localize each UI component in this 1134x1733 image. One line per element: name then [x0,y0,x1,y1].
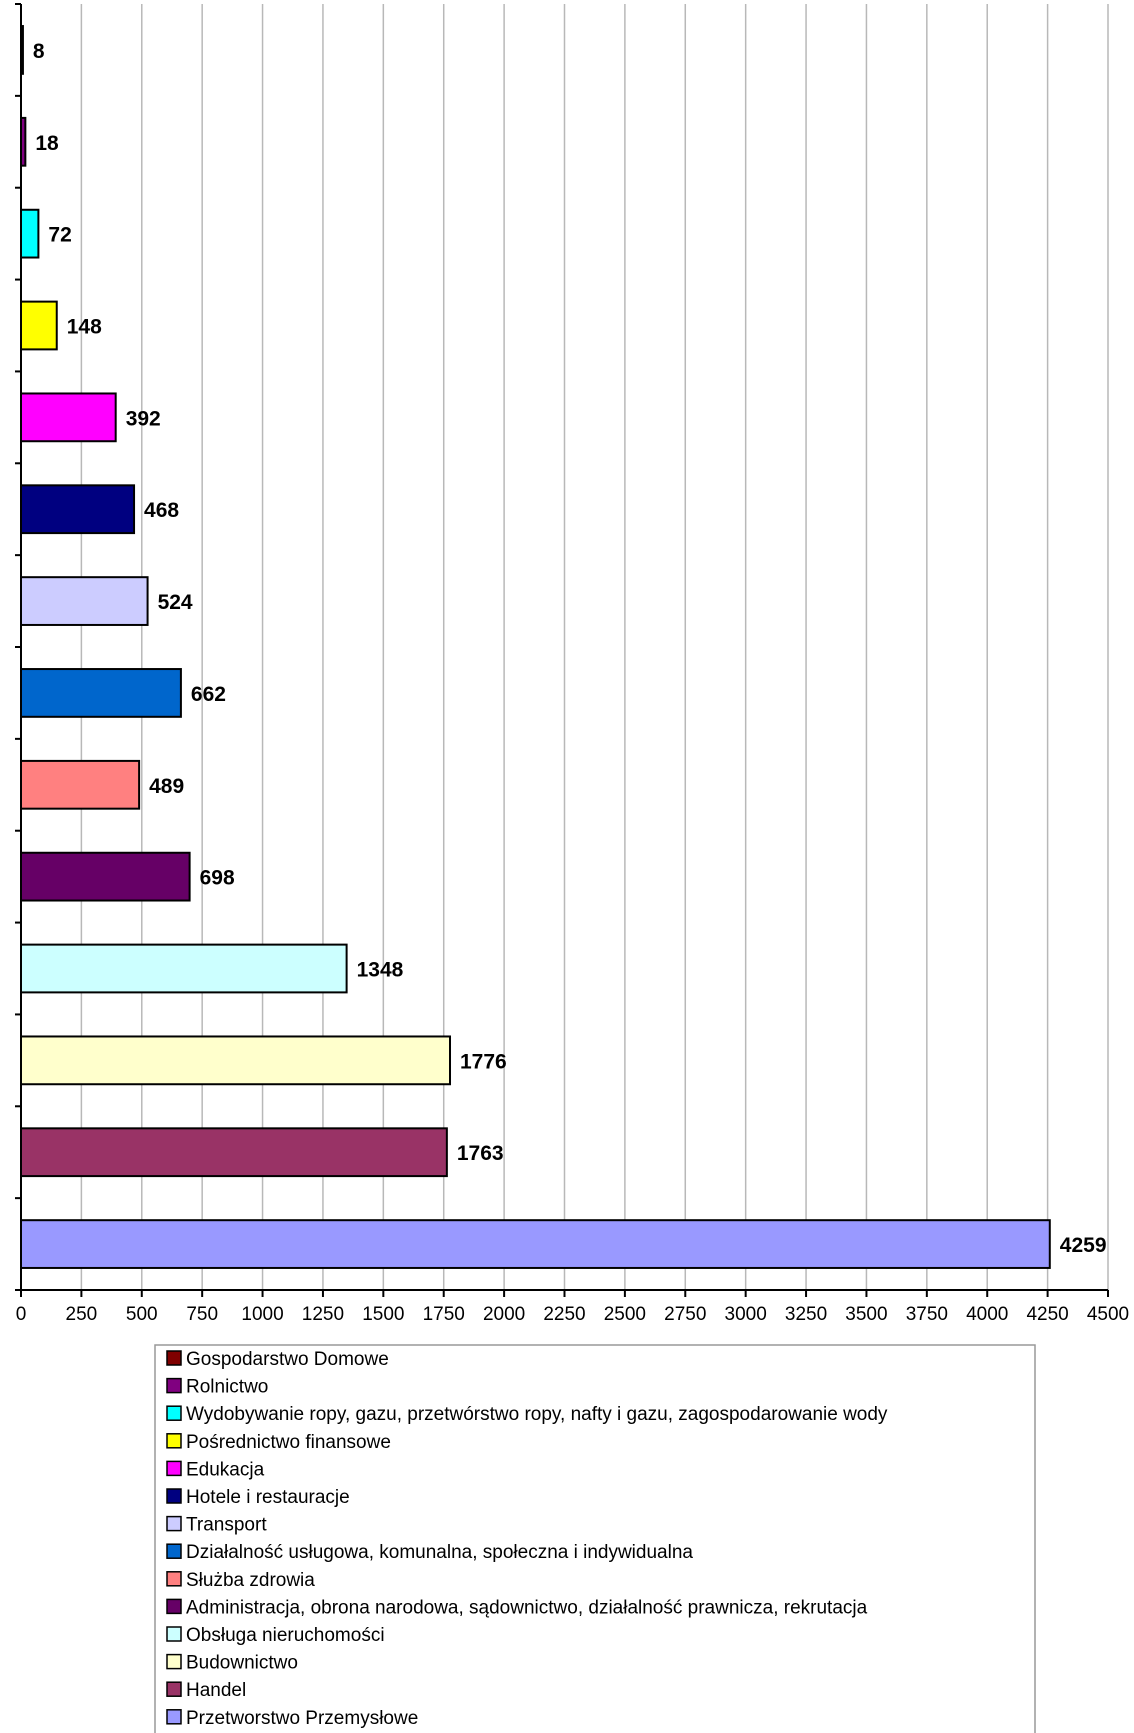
x-tick-label-1000: 1000 [241,1304,283,1325]
legend-swatch-11 [167,1627,181,1641]
bar-5 [21,393,116,441]
legend-item-1: Gospodarstwo Domowe [186,1349,389,1370]
x-tick-label-2250: 2250 [543,1304,585,1325]
data-label-4: 148 [67,316,102,339]
data-label-7: 524 [158,591,193,614]
x-tick-label-2750: 2750 [664,1304,706,1325]
legend-swatch-4 [167,1434,181,1448]
bar-8 [21,669,181,717]
legend-item-7: Transport [186,1515,267,1536]
data-label-13: 1763 [457,1142,504,1165]
bar-12 [21,1036,450,1084]
legend-item-11: Obsługa nieruchomości [186,1625,385,1646]
x-tick-label-2500: 2500 [604,1304,646,1325]
data-label-12: 1776 [460,1050,507,1073]
legend-swatch-2 [167,1379,181,1393]
x-tick-label-1750: 1750 [423,1304,465,1325]
data-label-5: 392 [126,407,161,430]
legend-item-4: Pośrednictwo finansowe [186,1432,391,1453]
bars [21,26,1050,1268]
bar-6 [21,485,134,533]
bar-13 [21,1128,447,1176]
x-tick-label-4000: 4000 [966,1304,1008,1325]
bar-4 [21,302,57,350]
x-tick-label-1500: 1500 [362,1304,404,1325]
x-axis: 0 250 500 750 1000 1250 1500 1750 2000 2250 2500 27… [15,4,1129,1325]
legend-swatch-7 [167,1517,181,1531]
legend-swatch-8 [167,1544,181,1558]
gridlines [81,4,1108,1290]
legend-swatch-6 [167,1489,181,1503]
bar-7 [21,577,148,625]
x-tick-label-2000: 2000 [483,1304,525,1325]
bar-14 [21,1220,1050,1268]
data-label-11: 1348 [357,959,404,982]
legend-swatch-5 [167,1461,181,1475]
data-label-10: 698 [200,867,235,890]
data-label-2: 18 [35,132,59,155]
legend-item-5: Edukacja [186,1459,265,1480]
legend-swatch-12 [167,1655,181,1669]
legend-item-9: Służba zdrowia [186,1570,315,1591]
legend-swatch-13 [167,1682,181,1696]
legend-item-6: Hotele i restauracje [186,1487,350,1508]
data-label-9: 489 [149,775,184,798]
legend-item-2: Rolnictwo [186,1377,268,1398]
data-label-1: 8 [33,40,45,63]
legend-item-13: Handel [186,1680,246,1701]
x-tick-label-250: 250 [66,1304,98,1325]
x-tick-label-1250: 1250 [302,1304,344,1325]
legend-item-8: Działalność usługowa, komunalna, społecz… [186,1542,693,1563]
x-tick-label-500: 500 [126,1304,158,1325]
data-label-8: 662 [191,683,226,706]
data-label-3: 72 [48,224,71,247]
legend-swatch-14 [167,1710,181,1724]
legend-item-10: Administracja, obrona narodowa, sądownic… [186,1597,868,1618]
data-label-6: 468 [144,499,179,522]
legend: Gospodarstwo Domowe Rolnictwo Wydobywanie … [155,1345,1035,1733]
bar-9 [21,761,139,809]
bar-11 [21,945,347,993]
bar-10 [21,853,190,901]
legend-swatch-9 [167,1572,181,1586]
x-tick-label-4250: 4250 [1026,1304,1068,1325]
x-tick-label-3000: 3000 [725,1304,767,1325]
data-label-14: 4259 [1060,1234,1107,1257]
x-tick-label-750: 750 [186,1304,218,1325]
x-tick-label-3750: 3750 [906,1304,948,1325]
legend-item-14: Przetworstwo Przemysłowe [186,1708,418,1729]
x-tick-label-3500: 3500 [845,1304,887,1325]
x-tick-label-3250: 3250 [785,1304,827,1325]
legend-item-3: Wydobywanie ropy, gazu, przetwórstwo rop… [186,1404,888,1425]
legend-item-12: Budownictwo [186,1653,298,1674]
legend-swatch-3 [167,1406,181,1420]
legend-swatch-1 [167,1351,181,1365]
legend-swatch-10 [167,1599,181,1613]
bar-3 [21,210,38,258]
x-tick-label-4500: 4500 [1087,1304,1129,1325]
legend-box [155,1345,1035,1733]
x-tick-label-0: 0 [16,1304,27,1325]
